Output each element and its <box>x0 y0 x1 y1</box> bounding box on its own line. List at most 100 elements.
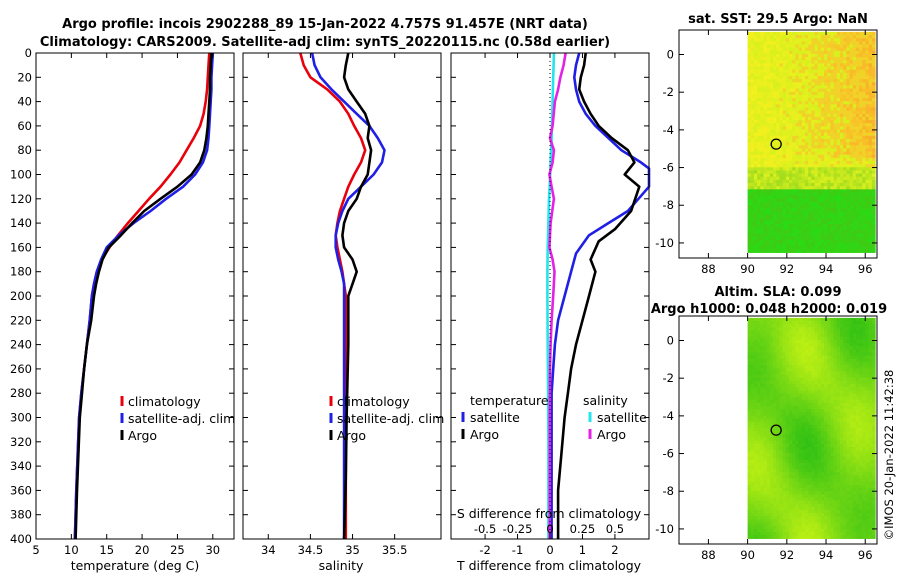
map-cell <box>846 402 851 407</box>
map-cell <box>814 94 819 99</box>
map-cell <box>804 186 809 190</box>
map-cell <box>785 399 790 404</box>
map-cell <box>843 167 847 172</box>
map-cell <box>760 82 765 87</box>
map-cell <box>750 116 755 121</box>
map-cell <box>840 63 844 68</box>
map-cell <box>840 450 844 454</box>
map-cell <box>862 343 867 347</box>
map-cell <box>750 72 755 77</box>
map-cell <box>801 161 806 165</box>
map-cell <box>792 35 796 39</box>
map-cell <box>801 31 806 36</box>
map-cell <box>747 176 752 181</box>
map-cell <box>827 374 832 379</box>
map-cell <box>833 246 838 250</box>
map-cell <box>753 41 758 46</box>
map-cell <box>760 317 765 322</box>
map-cell <box>753 94 758 99</box>
map-cell <box>804 361 809 366</box>
map-cell <box>811 157 816 162</box>
map-cell <box>836 151 841 156</box>
map-cell <box>808 38 812 42</box>
map-cell <box>852 195 857 200</box>
map-cell <box>811 186 816 190</box>
map-cell <box>820 79 825 83</box>
map-cell <box>852 138 857 143</box>
map-cell <box>827 317 832 322</box>
map-cell <box>855 384 860 388</box>
map-cell <box>859 135 863 140</box>
map-cell <box>801 164 806 168</box>
map-cell <box>817 220 822 225</box>
map-cell <box>776 88 781 93</box>
map-cell <box>849 399 854 404</box>
map-cell <box>852 66 857 71</box>
map-cell <box>817 236 822 241</box>
map-cell <box>808 447 812 451</box>
map-cell <box>798 409 803 413</box>
map-cell <box>769 365 774 369</box>
map-cell <box>769 352 774 357</box>
map-cell <box>798 358 803 363</box>
map-cell <box>769 317 774 322</box>
map-cell <box>859 462 863 467</box>
map-cell <box>855 186 860 190</box>
map-cell <box>871 63 876 68</box>
map-cell <box>827 205 832 209</box>
map-cell <box>763 399 768 404</box>
map-cell <box>747 208 752 212</box>
map-cell <box>817 409 822 413</box>
map-cell <box>779 402 784 407</box>
map-cell <box>801 440 806 445</box>
map-cell <box>789 330 793 335</box>
map-cell <box>753 148 758 153</box>
map-cell <box>855 148 860 153</box>
map-cell <box>811 94 816 99</box>
map-cell <box>801 402 806 407</box>
map-cell <box>814 327 819 332</box>
map-cell <box>811 201 816 206</box>
map-cell <box>871 371 876 376</box>
map-cell <box>795 41 800 46</box>
map-cell <box>808 365 812 369</box>
map-cell <box>811 384 816 388</box>
map-cell <box>824 428 828 432</box>
map-cell <box>747 123 752 127</box>
map-cell <box>840 249 844 253</box>
map-cell <box>830 138 835 143</box>
map-cell <box>804 324 809 328</box>
map-cell <box>789 189 793 194</box>
map-cell <box>862 126 867 131</box>
map-cell <box>830 236 835 241</box>
map-cell <box>750 224 755 228</box>
map-cell <box>795 390 800 395</box>
map-cell <box>859 126 863 131</box>
map-cell <box>871 208 876 212</box>
map-cell <box>757 239 761 244</box>
map-cell <box>779 192 784 197</box>
map-cell <box>776 104 781 109</box>
map-cell <box>865 57 870 61</box>
map-cell <box>776 447 781 451</box>
map-cell <box>782 50 787 55</box>
map-cell <box>817 60 822 64</box>
map-cell <box>840 104 844 109</box>
map-cell <box>804 164 809 168</box>
map-cell <box>766 224 771 228</box>
map-cell <box>753 371 758 376</box>
map-cell <box>817 346 822 350</box>
map-cell <box>779 333 784 338</box>
map-cell <box>811 164 816 168</box>
map-cell <box>843 336 847 341</box>
map-cell <box>757 148 761 153</box>
map-cell <box>782 107 787 112</box>
map-cell <box>811 368 816 373</box>
map-cell <box>804 35 809 39</box>
map-cell <box>750 465 755 470</box>
map-cell <box>855 399 860 404</box>
map-cell <box>846 412 851 417</box>
map-cell <box>795 126 800 131</box>
map-cell <box>792 176 796 181</box>
map-cell <box>865 239 870 244</box>
